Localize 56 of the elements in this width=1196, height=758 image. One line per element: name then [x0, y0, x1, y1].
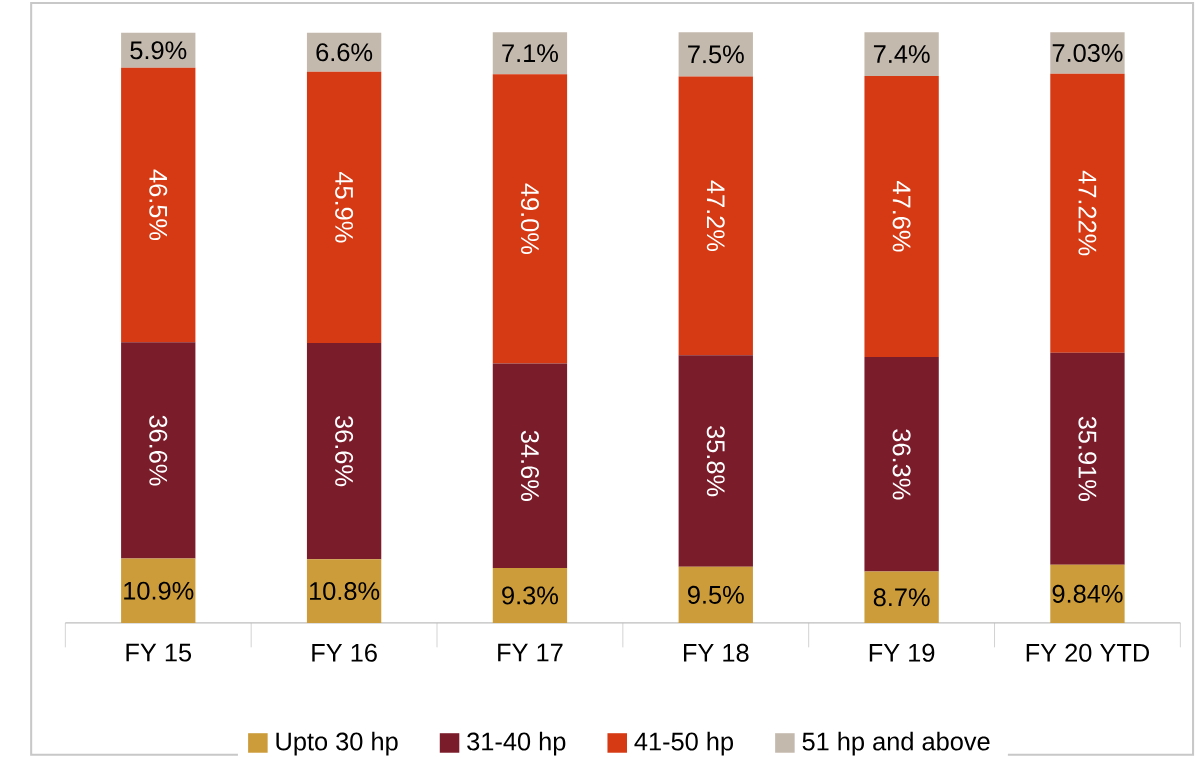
data-label: 36.6% [335, 416, 354, 487]
bar [492, 363, 568, 569]
data-label: 36.6% [149, 415, 168, 486]
bar [306, 343, 382, 560]
data-label: 35.8% [706, 426, 725, 497]
data-label: 7.1% [502, 44, 558, 63]
bar [1050, 352, 1125, 565]
x-tick-label: FY 15 [126, 643, 192, 662]
data-label: 49.0% [520, 183, 539, 255]
bar [678, 566, 753, 624]
data-label: 35.91% [1078, 416, 1097, 502]
data-label: 34.6% [520, 430, 539, 502]
data-label: 7.4% [873, 45, 930, 64]
data-label: 47.22% [1078, 170, 1097, 256]
x-tick-label: FY 18 [683, 643, 749, 662]
bar [1050, 564, 1125, 624]
data-label: 7.03% [1052, 44, 1123, 63]
bar [864, 32, 939, 77]
legend-label: Upto 30 hp [276, 732, 398, 756]
data-label: 47.6% [892, 181, 911, 252]
data-label: 47.2% [706, 180, 725, 252]
bar [1050, 73, 1125, 353]
bar [121, 67, 196, 343]
bar [121, 558, 196, 624]
data-label: 7.5% [688, 45, 744, 64]
data-label: 9.84% [1052, 585, 1123, 604]
bar [306, 559, 382, 624]
bar [306, 71, 382, 344]
bar [864, 76, 939, 358]
x-tick-label: FY 19 [869, 643, 935, 662]
x-tick-label: FY 17 [498, 643, 563, 662]
data-label: 45.9% [335, 172, 354, 243]
data-label: 46.5% [149, 169, 168, 241]
x-tick-label: FY 16 [312, 643, 377, 662]
bar [121, 342, 196, 559]
data-label: 36.3% [892, 429, 911, 500]
bar [678, 32, 753, 77]
data-label: 9.5% [688, 586, 744, 605]
bar [492, 32, 568, 75]
bar [678, 355, 753, 567]
legend-label: 41-50 hp [634, 732, 733, 756]
bar [864, 357, 939, 572]
data-label: 8.7% [873, 588, 930, 607]
bar [1050, 32, 1125, 74]
bar [492, 74, 568, 364]
bar [864, 571, 939, 624]
data-label: 9.3% [502, 586, 558, 605]
data-label: 10.8% [310, 582, 380, 601]
bar [678, 76, 753, 356]
data-label: 10.9% [124, 581, 194, 600]
legend-label: 31-40 hp [467, 732, 566, 756]
bar [492, 568, 568, 624]
x-tick-label: FY 20 YTD [1026, 643, 1149, 662]
data-label: 5.9% [130, 41, 187, 60]
legend-label: 51 hp and above [802, 732, 990, 756]
data-label: 6.6% [316, 43, 373, 62]
